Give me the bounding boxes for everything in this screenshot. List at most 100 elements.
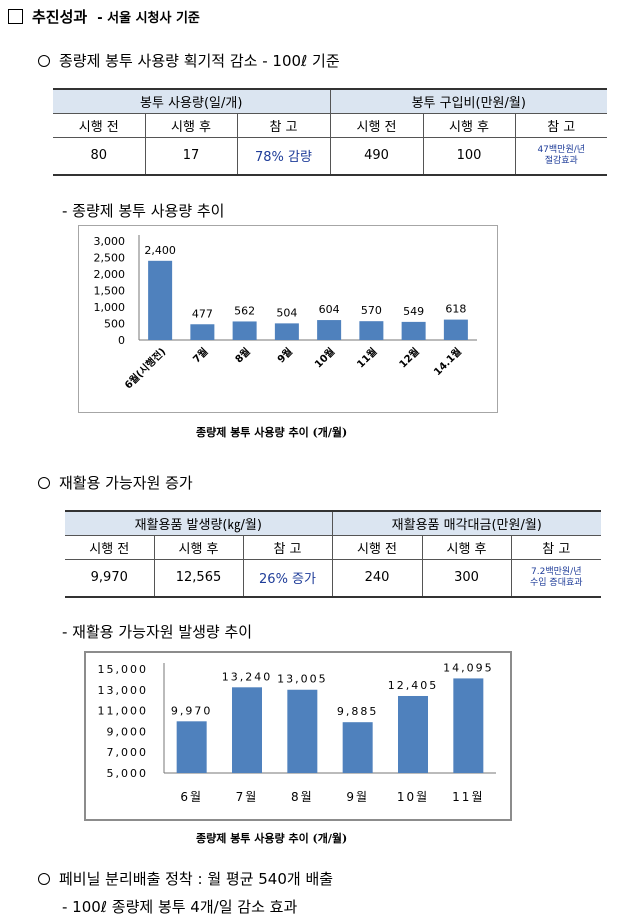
y-tick-label: 3,000 [94,235,126,248]
table1-col-header: 시행 후 [144,112,238,138]
bar [342,722,373,773]
chart1-caption: 종량제 봉투 사용량 추이 (개/월) [196,426,348,439]
data-label: 12,405 [388,679,439,692]
y-tick-label: 1,500 [94,285,126,298]
x-tick-label: 11월 [452,790,484,804]
page-title: 추진성과 [32,8,88,26]
data-label: 13,005 [277,673,328,686]
table1-cell: 100 [422,136,516,176]
table1-col-header: 참 고 [514,112,607,138]
bar [359,321,384,340]
bag-usage-chart: 0 500 1,000 1,500 2,000 2,500 3,000 2,400 6월(시행전… [94,235,477,392]
data-label: 570 [361,304,382,317]
table1-note-line: 절감효과 [544,155,578,166]
table1-col-header: 시행 전 [329,112,424,138]
circle-bullet-icon [38,476,50,489]
section1-heading-row: 종량제 봉투 사용량 획기적 감소 - 100ℓ 기준 [38,50,340,71]
bar [317,320,342,340]
table2-col-header: 시행 전 [65,534,155,560]
x-tick-label: 12월 [397,346,422,371]
x-tick-label: 14.1월 [432,346,464,378]
data-label: 14,095 [443,661,494,674]
table2-col-header: 시행 전 [331,534,423,560]
data-label: 549 [403,305,424,318]
y-tick-label: 2,500 [94,252,126,265]
table2-cell: 26% 증가 [242,558,333,598]
data-label: 618 [445,303,466,316]
circle-bullet-icon [38,872,50,885]
checkbox-square-icon [8,9,23,24]
chart2-heading: - 재활용 가능자원 발생량 추이 [62,623,253,641]
section3-heading: 페비닐 분리배출 정착 : 월 평균 540개 배출 [59,870,334,888]
table2-col-header: 참 고 [510,534,602,560]
table2-group-right: 재활용품 매각대금(만원/월) [331,510,602,536]
y-tick-label: 7,000 [107,746,149,759]
y-tick-label: 5,000 [107,767,149,780]
y-tick-label: 1,000 [94,301,126,314]
data-label: 2,400 [144,244,176,257]
table2-note-cell: 7.2백만원/년 수입 증대효과 [510,558,602,598]
chart2-frame: 5,000 7,000 9,000 11,000 13,000 15,000 9,970 6월… [84,651,512,821]
y-tick-label: 13,000 [98,684,149,697]
bar [398,695,428,773]
bar [232,321,257,340]
y-tick-label: 2,000 [94,268,126,281]
x-tick-label: 9월 [275,346,295,366]
bar [232,687,262,773]
table2-cell: 9,970 [65,558,155,598]
table1-group-left: 봉투 사용량(일/개) [53,88,331,114]
x-tick-label: 6월 [180,790,203,804]
table2-note-line: 수입 증대효과 [530,577,583,588]
table1-cell: 80 [53,136,146,176]
circle-bullet-icon [38,54,50,67]
x-tick-label: 9월 [346,790,369,804]
table1-note-line: 47백만원/년 [537,144,586,155]
recycle-table: 재활용품 발생량(㎏/월) 재활용품 매각대금(만원/월) 시행 전 시행 후 … [65,510,602,598]
table1-cell: 490 [329,136,424,176]
data-label: 9,970 [171,704,213,717]
table1-cell: 17 [144,136,238,176]
x-tick-label: 11월 [355,346,380,371]
data-label: 9,885 [337,705,379,718]
bar [176,721,207,773]
table1-cell: 78% 감량 [236,136,331,176]
table2-group-left: 재활용품 발생량(㎏/월) [65,510,333,536]
table1-note-cell: 47백만원/년 절감효과 [514,136,607,176]
data-label: 504 [276,306,297,319]
x-tick-label: 8월 [233,346,253,366]
bar [453,678,484,773]
table2-note-line: 7.2백만원/년 [531,566,582,577]
section3-heading-row: 페비닐 분리배출 정착 : 월 평균 540개 배출 [38,868,333,889]
bar [190,324,215,340]
table1-col-header: 시행 전 [53,112,146,138]
section3-sub: - 100ℓ 종량제 봉투 4개/일 감소 효과 [62,898,298,916]
bag-usage-table: 봉투 사용량(일/개) 봉투 구입비(만원/월) 시행 전 시행 후 참 고 시… [53,88,607,176]
table1-group-right: 봉투 구입비(만원/월) [329,88,607,114]
x-tick-label: 7월 [236,790,259,804]
recycle-chart: 5,000 7,000 9,000 11,000 13,000 15,000 9,970 6월… [98,661,496,804]
chart1-frame: 0 500 1,000 1,500 2,000 2,500 3,000 2,400 6월(시행전… [78,225,498,413]
x-tick-label: 8월 [291,790,314,804]
table2-cell: 240 [331,558,423,598]
y-tick-label: 9,000 [107,725,149,738]
y-tick-label: 11,000 [98,705,149,718]
table2-col-header: 참 고 [242,534,333,560]
table2-cell: 300 [421,558,512,598]
table1-col-header: 시행 후 [422,112,516,138]
chart2-caption: 종량제 봉투 사용량 추이 (개/월) [196,832,348,845]
bar [274,323,299,340]
data-label: 13,240 [222,670,273,683]
data-label: 477 [192,307,213,320]
bar [401,321,426,340]
data-label: 562 [234,304,255,317]
x-tick-label: 10월 [397,790,429,804]
bar [148,260,173,340]
data-label: 604 [319,303,340,316]
bar [287,689,318,773]
y-tick-label: 0 [118,334,125,347]
section1-heading: 종량제 봉투 사용량 획기적 감소 - 100ℓ 기준 [59,52,340,70]
page-subtitle: - 서울 시청사 기준 [97,11,200,26]
x-tick-label: 10월 [312,346,337,371]
table2-cell: 12,565 [153,558,244,598]
page-title-row: 추진성과 - 서울 시청사 기준 [8,6,200,27]
